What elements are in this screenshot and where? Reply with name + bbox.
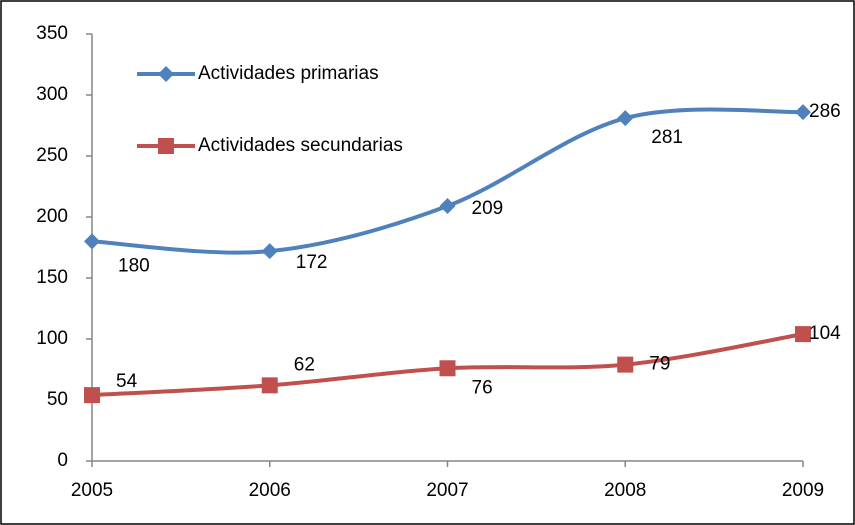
y-tick-label: 50: [47, 389, 68, 410]
marker: [795, 326, 811, 343]
y-tick-label: 200: [36, 206, 68, 227]
y-tick-label: 300: [36, 84, 68, 105]
legend-label: Actividades primarias: [198, 63, 379, 84]
data-label: 281: [651, 127, 683, 148]
marker: [439, 198, 456, 215]
data-label: 172: [296, 252, 328, 273]
marker: [158, 66, 174, 82]
data-label: 209: [472, 198, 504, 219]
marker: [795, 104, 811, 121]
data-label: 54: [116, 371, 138, 392]
marker: [261, 377, 278, 394]
data-label: 62: [294, 354, 315, 375]
marker: [439, 360, 456, 377]
data-label: 76: [472, 377, 493, 398]
legend-label: Actividades secundarias: [198, 135, 403, 156]
data-label: 79: [649, 354, 670, 375]
y-tick-label: 150: [36, 267, 68, 288]
x-tick-label: 2005: [71, 480, 113, 501]
marker: [84, 387, 100, 404]
y-tick-label: 0: [57, 450, 68, 471]
marker: [617, 356, 634, 373]
data-label: 180: [118, 255, 150, 276]
marker: [261, 243, 278, 260]
x-tick-label: 2006: [249, 480, 291, 501]
y-tick-label: 250: [36, 145, 68, 166]
marker: [84, 233, 100, 250]
data-label: 286: [809, 101, 841, 122]
y-tick-label: 100: [36, 328, 68, 349]
marker: [158, 138, 174, 154]
marker: [617, 110, 634, 127]
x-tick-label: 2007: [426, 480, 468, 501]
x-tick-label: 2009: [782, 480, 824, 501]
x-tick-label: 2008: [604, 480, 646, 501]
y-tick-label: 350: [36, 23, 68, 44]
data-label: 104: [809, 323, 841, 344]
